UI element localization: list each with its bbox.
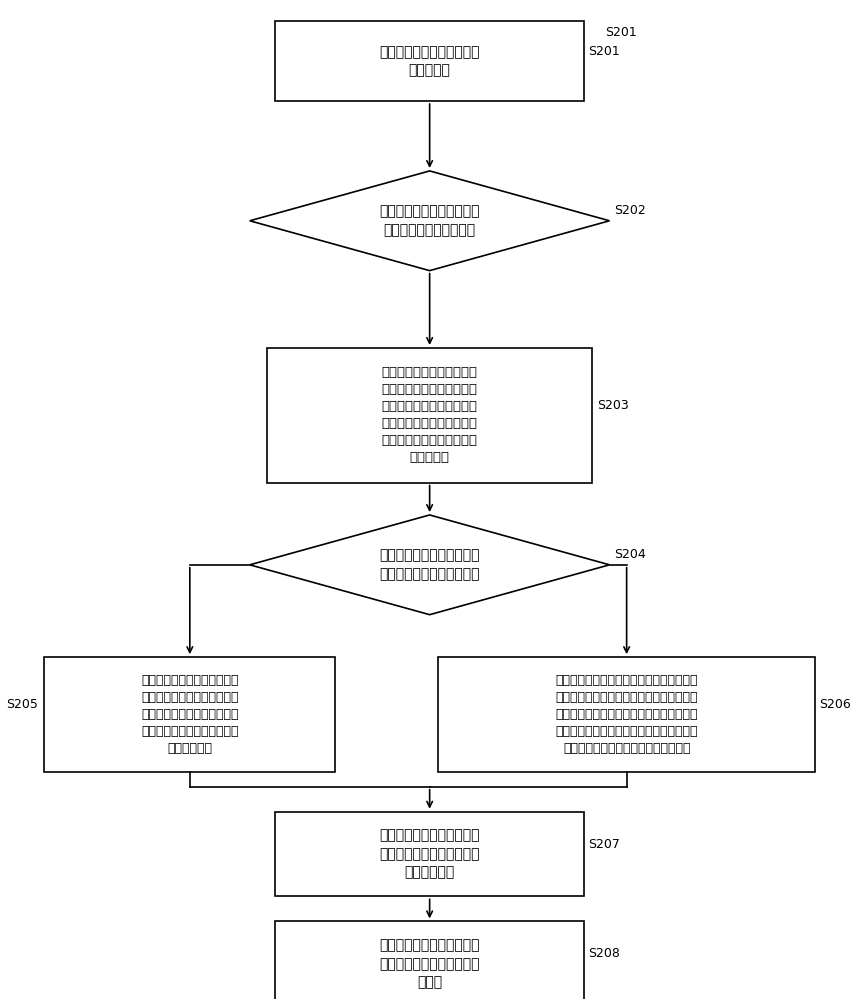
Text: 建立源环境和目的环境之间
的网络连接: 建立源环境和目的环境之间 的网络连接	[380, 45, 480, 77]
FancyBboxPatch shape	[44, 657, 336, 772]
Text: S206: S206	[820, 698, 851, 711]
FancyBboxPatch shape	[276, 812, 584, 896]
Text: 当判定所述目的环境满足所
述预设源虚拟机迁移条件时
，卸载源设备访问模型驱动
程序并接管其数据流和控制
流，在所述目的环境中配置
目的虚拟机: 当判定所述目的环境满足所 述预设源虚拟机迁移条件时 ，卸载源设备访问模型驱动 程…	[381, 366, 478, 464]
FancyBboxPatch shape	[267, 348, 592, 483]
Text: 当所述目的虚拟机开启完成
后，安装目的直接设备访问
模型驱动程序: 当所述目的虚拟机开启完成 后，安装目的直接设备访问 模型驱动程序	[380, 829, 480, 879]
FancyBboxPatch shape	[276, 921, 584, 1000]
Text: S201: S201	[588, 45, 620, 58]
Text: S203: S203	[597, 399, 629, 412]
Text: S208: S208	[588, 947, 620, 960]
Text: 判断所述目的环境是否满足
预设源虚拟机的迁移条件: 判断所述目的环境是否满足 预设源虚拟机的迁移条件	[380, 205, 480, 237]
Text: S201: S201	[605, 26, 637, 39]
FancyBboxPatch shape	[276, 21, 584, 101]
Text: S204: S204	[614, 548, 646, 561]
Text: S205: S205	[6, 698, 38, 711]
Text: 当判定所述源环境与所述目的环境的所述虚
拟化平台不相同时，将所述源虚拟机快照生
成的虚拟机镜像的格式转化为所述目的环境
支持的格式，根据所述源虚拟机快照产生的
: 当判定所述源环境与所述目的环境的所述虚 拟化平台不相同时，将所述源虚拟机快照生 …	[555, 674, 698, 755]
FancyBboxPatch shape	[438, 657, 815, 772]
Text: 当判定所述源环境与所述目的
环境的所述虚拟化平台相同时
，根据所述源虚拟机备份产生
的第一运行状态文件开启所述
目的虚拟机。: 当判定所述源环境与所述目的 环境的所述虚拟化平台相同时 ，根据所述源虚拟机备份产…	[141, 674, 238, 755]
Polygon shape	[250, 171, 610, 271]
Text: 判断所述源环境与所述目的
环境的虚拟化平台是否相同: 判断所述源环境与所述目的 环境的虚拟化平台是否相同	[380, 549, 480, 581]
Polygon shape	[250, 515, 610, 615]
Text: 将所述源虚拟机切换到所述
目的虚拟机，以完成虚拟机
的迁移: 将所述源虚拟机切换到所述 目的虚拟机，以完成虚拟机 的迁移	[380, 938, 480, 989]
Text: S202: S202	[614, 204, 646, 217]
Text: S207: S207	[588, 838, 620, 851]
